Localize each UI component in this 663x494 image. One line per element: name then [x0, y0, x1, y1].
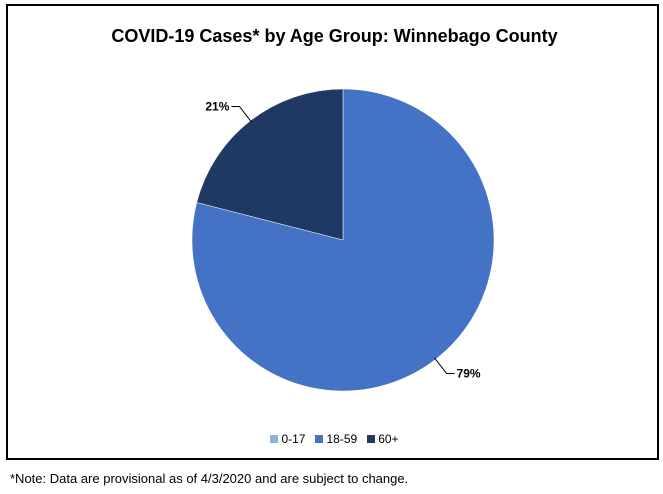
- legend-item-18-59: 18-59: [315, 432, 357, 446]
- pie-labels: 79% 21%: [205, 99, 481, 380]
- footnote: *Note: Data are provisional as of 4/3/20…: [10, 471, 409, 486]
- data-label: 21%: [205, 99, 229, 113]
- data-label: 79%: [457, 367, 481, 381]
- leader-line: [231, 105, 253, 123]
- legend-label: 60+: [378, 432, 399, 446]
- chart-frame: COVID-19 Cases* by Age Group: Winnebago …: [6, 4, 659, 460]
- leader-line: [433, 357, 455, 375]
- chart-legend: 0-17 18-59 60+: [8, 432, 661, 446]
- legend-swatch: [270, 435, 279, 443]
- legend-swatch: [367, 435, 376, 443]
- legend-label: 0-17: [281, 432, 306, 446]
- chart-title: COVID-19 Cases* by Age Group: Winnebago …: [111, 26, 558, 46]
- legend-label: 18-59: [326, 432, 358, 446]
- legend-item-0-17: 0-17: [270, 432, 305, 446]
- pie-slices: [191, 88, 495, 392]
- legend-item-60-plus: 60+: [367, 432, 399, 446]
- pie-chart: 79% 21%: [191, 88, 495, 392]
- legend-swatch: [315, 435, 324, 443]
